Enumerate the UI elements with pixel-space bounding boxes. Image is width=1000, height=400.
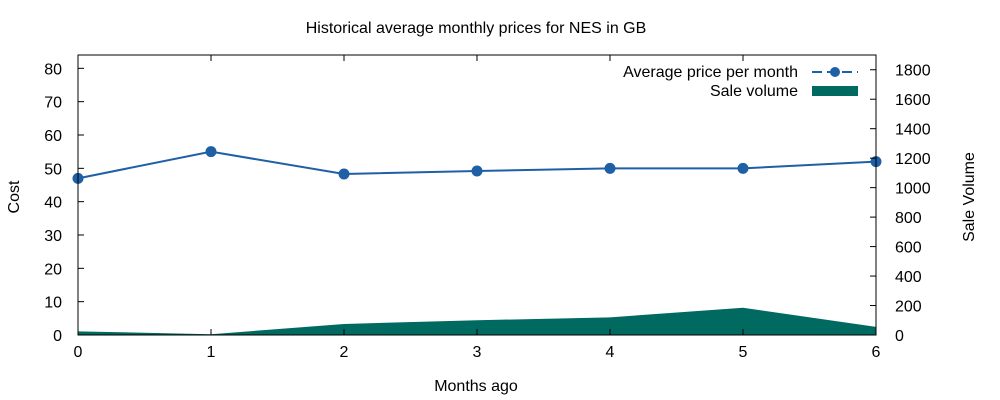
price-line-layer bbox=[72, 146, 882, 184]
x-tick-label: 0 bbox=[74, 344, 83, 361]
legend-label-volume: Sale volume bbox=[710, 83, 798, 100]
y-tick-label: 40 bbox=[44, 195, 62, 212]
y-tick-label: 70 bbox=[44, 95, 62, 112]
x-tick-label: 5 bbox=[739, 344, 748, 361]
x-axis-ticks: 0 1 2 3 4 5 6 bbox=[74, 55, 881, 361]
y-axis-label: Cost bbox=[6, 180, 23, 213]
chart-title: Historical average monthly prices for NE… bbox=[306, 20, 647, 37]
x-tick-label: 1 bbox=[207, 344, 216, 361]
price-point bbox=[338, 168, 350, 180]
y-tick-label: 10 bbox=[44, 295, 62, 312]
y2-tick-label: 1000 bbox=[895, 181, 931, 198]
x-tick-label: 2 bbox=[340, 344, 349, 361]
sale-volume-area bbox=[78, 307, 876, 335]
legend: Average price per month Sale volume bbox=[623, 64, 858, 100]
y-axis-ticks: 0 10 20 30 40 50 60 70 80 bbox=[44, 61, 84, 345]
y2-tick-label: 1200 bbox=[895, 151, 931, 168]
y2-axis-label: Sale Volume bbox=[961, 152, 978, 242]
x-tick-label: 3 bbox=[473, 344, 482, 361]
y-tick-label: 60 bbox=[44, 128, 62, 145]
x-axis-label: Months ago bbox=[434, 378, 518, 395]
price-point bbox=[471, 165, 483, 177]
y-tick-label: 80 bbox=[44, 61, 62, 78]
x-tick-label: 4 bbox=[606, 344, 615, 361]
y2-tick-label: 600 bbox=[895, 240, 922, 257]
y-tick-label: 50 bbox=[44, 161, 62, 178]
legend-label-price: Average price per month bbox=[623, 64, 798, 81]
legend-swatch-price-marker bbox=[830, 67, 840, 77]
y2-tick-label: 400 bbox=[895, 269, 922, 286]
sale-volume-area-layer bbox=[78, 307, 876, 335]
y-tick-label: 0 bbox=[53, 328, 62, 345]
y-tick-label: 20 bbox=[44, 261, 62, 278]
x-tick-label: 6 bbox=[872, 344, 881, 361]
price-point bbox=[737, 162, 749, 174]
y2-tick-label: 800 bbox=[895, 210, 922, 227]
y2-tick-label: 1600 bbox=[895, 92, 931, 109]
y2-tick-label: 1800 bbox=[895, 63, 931, 80]
price-point bbox=[604, 162, 616, 174]
y2-tick-label: 0 bbox=[895, 328, 904, 345]
y2-axis-ticks: 0 200 400 600 800 1000 1200 1400 1600 1800 bbox=[870, 63, 931, 345]
y2-tick-label: 1400 bbox=[895, 122, 931, 139]
y-tick-label: 30 bbox=[44, 228, 62, 245]
price-point bbox=[205, 146, 217, 158]
y2-tick-label: 200 bbox=[895, 299, 922, 316]
legend-swatch-volume bbox=[812, 86, 858, 96]
